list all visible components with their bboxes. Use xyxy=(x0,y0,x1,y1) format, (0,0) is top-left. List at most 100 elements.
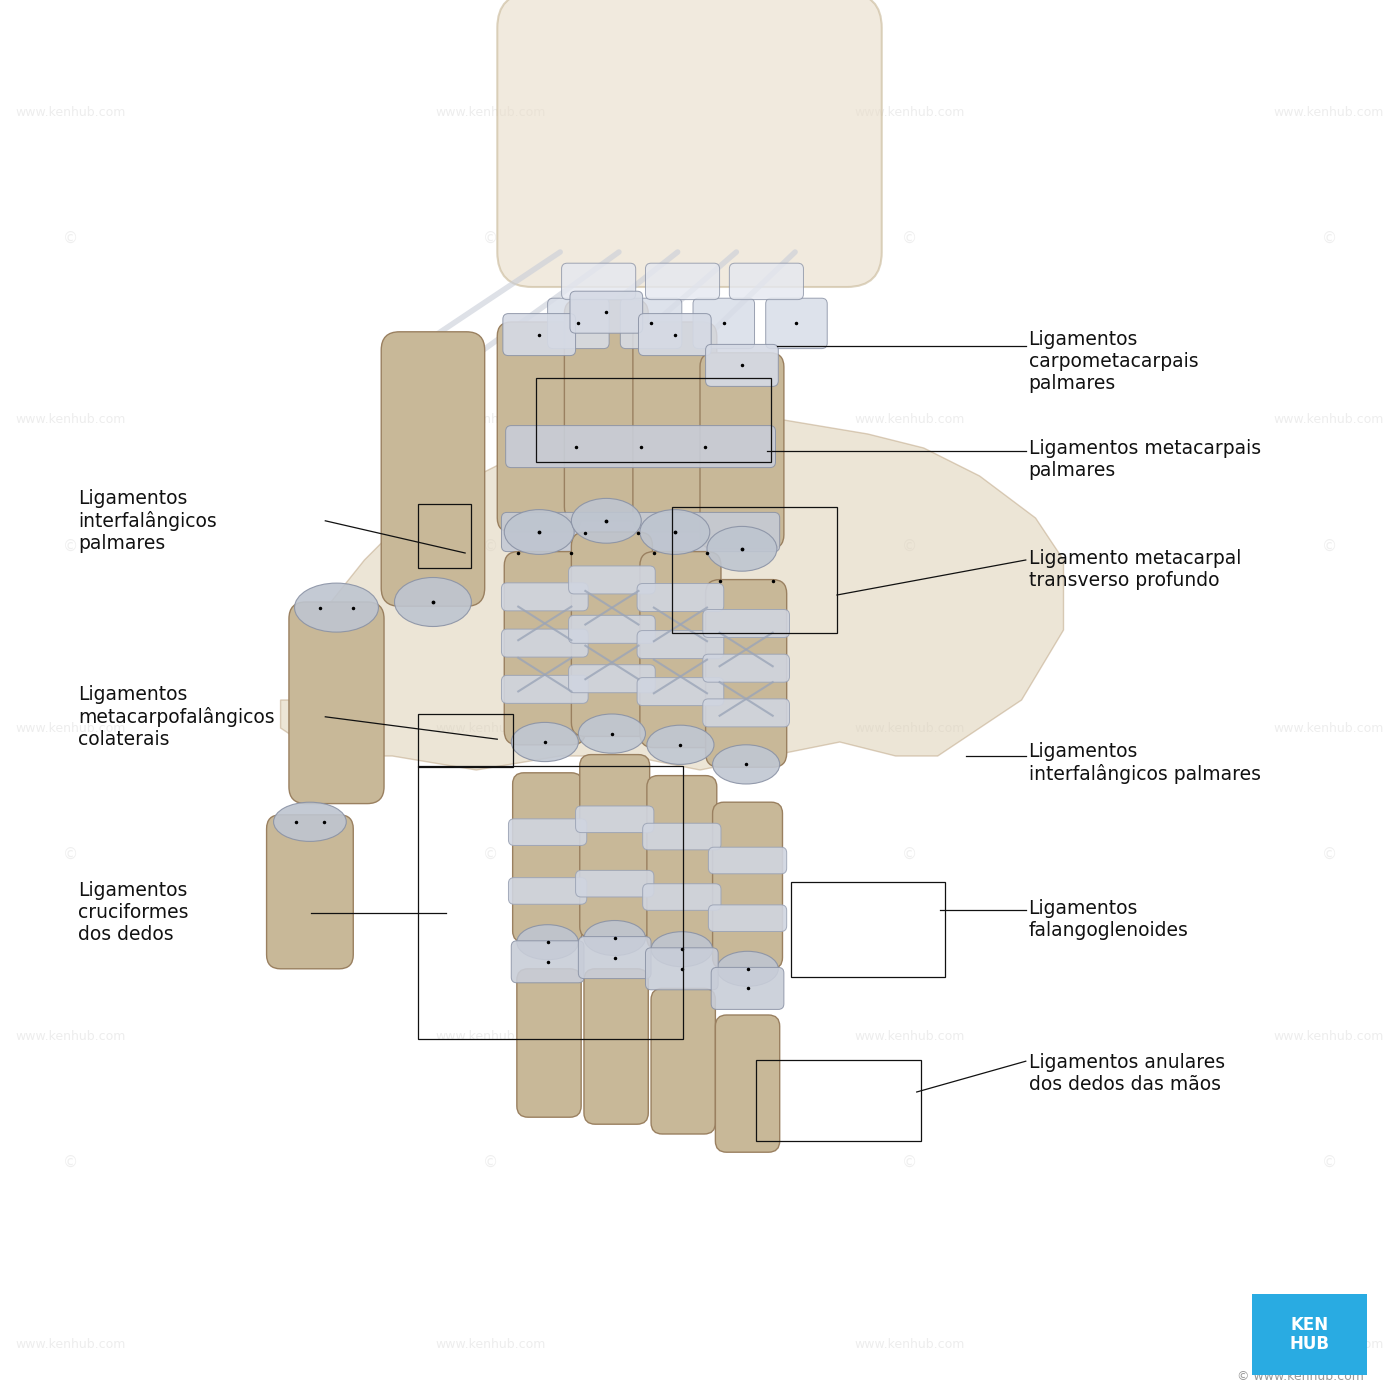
FancyBboxPatch shape xyxy=(647,776,717,949)
FancyBboxPatch shape xyxy=(640,552,721,748)
FancyBboxPatch shape xyxy=(643,823,721,850)
FancyBboxPatch shape xyxy=(715,1015,780,1152)
Ellipse shape xyxy=(511,722,578,762)
FancyBboxPatch shape xyxy=(633,322,717,532)
FancyBboxPatch shape xyxy=(584,969,648,1124)
Text: www.kenhub.com: www.kenhub.com xyxy=(1274,105,1385,119)
FancyBboxPatch shape xyxy=(637,678,724,706)
FancyBboxPatch shape xyxy=(501,675,588,703)
Text: ©: © xyxy=(483,539,498,553)
FancyBboxPatch shape xyxy=(288,602,384,804)
Ellipse shape xyxy=(707,526,777,571)
Text: www.kenhub.com: www.kenhub.com xyxy=(15,105,126,119)
Text: ©: © xyxy=(63,539,78,553)
Text: www.kenhub.com: www.kenhub.com xyxy=(854,413,965,427)
Bar xyxy=(417,766,683,1039)
Bar xyxy=(417,714,512,767)
FancyBboxPatch shape xyxy=(266,815,353,969)
FancyBboxPatch shape xyxy=(645,948,718,990)
FancyBboxPatch shape xyxy=(578,937,651,979)
Text: Ligamento metacarpal
transverso profundo: Ligamento metacarpal transverso profundo xyxy=(1029,549,1240,591)
Ellipse shape xyxy=(504,510,574,554)
FancyBboxPatch shape xyxy=(501,582,588,610)
Bar xyxy=(756,1060,921,1141)
FancyBboxPatch shape xyxy=(706,344,778,386)
FancyBboxPatch shape xyxy=(708,847,787,874)
FancyBboxPatch shape xyxy=(706,580,787,767)
Text: © www.kenhub.com: © www.kenhub.com xyxy=(1238,1371,1364,1383)
Ellipse shape xyxy=(294,582,378,631)
FancyBboxPatch shape xyxy=(497,0,882,287)
Text: Ligamentos anulares
dos dedos das mãos: Ligamentos anulares dos dedos das mãos xyxy=(1029,1053,1225,1095)
FancyBboxPatch shape xyxy=(568,665,655,693)
Text: www.kenhub.com: www.kenhub.com xyxy=(435,1029,546,1043)
Text: www.kenhub.com: www.kenhub.com xyxy=(1274,1337,1385,1351)
FancyBboxPatch shape xyxy=(547,298,609,349)
Text: ©: © xyxy=(483,847,498,861)
Text: www.kenhub.com: www.kenhub.com xyxy=(435,721,546,735)
FancyBboxPatch shape xyxy=(504,552,585,745)
Ellipse shape xyxy=(273,802,346,841)
Ellipse shape xyxy=(713,745,780,784)
Text: ©: © xyxy=(483,1155,498,1169)
Text: ©: © xyxy=(902,1155,917,1169)
Text: www.kenhub.com: www.kenhub.com xyxy=(15,1337,126,1351)
FancyBboxPatch shape xyxy=(497,322,581,532)
FancyBboxPatch shape xyxy=(570,291,643,333)
Text: Ligamentos
carpometacarpais
palmares: Ligamentos carpometacarpais palmares xyxy=(1029,330,1198,393)
FancyBboxPatch shape xyxy=(766,298,827,349)
Text: www.kenhub.com: www.kenhub.com xyxy=(1274,721,1385,735)
Ellipse shape xyxy=(640,510,710,554)
Text: ©: © xyxy=(63,1155,78,1169)
Bar xyxy=(672,507,837,633)
Text: www.kenhub.com: www.kenhub.com xyxy=(854,105,965,119)
Ellipse shape xyxy=(517,924,578,960)
Text: ©: © xyxy=(483,231,498,245)
FancyBboxPatch shape xyxy=(645,263,720,300)
Text: www.kenhub.com: www.kenhub.com xyxy=(854,1337,965,1351)
FancyBboxPatch shape xyxy=(575,806,654,833)
FancyBboxPatch shape xyxy=(1252,1294,1366,1375)
FancyBboxPatch shape xyxy=(643,883,721,910)
Text: www.kenhub.com: www.kenhub.com xyxy=(854,1029,965,1043)
Text: ©: © xyxy=(902,231,917,245)
Text: Ligamentos metacarpais
palmares: Ligamentos metacarpais palmares xyxy=(1029,438,1260,480)
FancyBboxPatch shape xyxy=(508,878,587,904)
Ellipse shape xyxy=(395,578,472,627)
Text: Ligamentos
interfalângicos palmares: Ligamentos interfalângicos palmares xyxy=(1029,742,1260,784)
Text: www.kenhub.com: www.kenhub.com xyxy=(435,1337,546,1351)
FancyBboxPatch shape xyxy=(501,629,588,657)
Bar xyxy=(791,882,945,977)
Text: Ligamentos
cruciformes
dos dedos: Ligamentos cruciformes dos dedos xyxy=(78,882,189,944)
Text: ©: © xyxy=(902,539,917,553)
Text: ©: © xyxy=(1322,847,1337,861)
Text: www.kenhub.com: www.kenhub.com xyxy=(1274,413,1385,427)
FancyBboxPatch shape xyxy=(700,353,784,549)
FancyBboxPatch shape xyxy=(703,654,790,682)
Text: www.kenhub.com: www.kenhub.com xyxy=(15,721,126,735)
Text: KEN
HUB: KEN HUB xyxy=(1289,1316,1330,1352)
FancyBboxPatch shape xyxy=(508,819,587,846)
Text: Ligamentos
metacarpofalângicos
colaterais: Ligamentos metacarpofalângicos colaterai… xyxy=(78,685,274,749)
Ellipse shape xyxy=(578,714,645,753)
FancyBboxPatch shape xyxy=(580,755,650,938)
FancyBboxPatch shape xyxy=(381,332,484,606)
Ellipse shape xyxy=(571,498,641,543)
FancyBboxPatch shape xyxy=(620,298,682,349)
FancyBboxPatch shape xyxy=(568,616,655,644)
Text: ©: © xyxy=(1322,231,1337,245)
Ellipse shape xyxy=(647,725,714,764)
Text: ©: © xyxy=(63,231,78,245)
Text: www.kenhub.com: www.kenhub.com xyxy=(854,721,965,735)
Ellipse shape xyxy=(651,932,713,966)
FancyBboxPatch shape xyxy=(637,630,724,658)
FancyBboxPatch shape xyxy=(501,512,780,552)
FancyBboxPatch shape xyxy=(512,773,582,942)
FancyBboxPatch shape xyxy=(517,969,581,1117)
Ellipse shape xyxy=(717,952,778,986)
Polygon shape xyxy=(280,406,1064,770)
Text: Ligamentos
interfalângicos
palmares: Ligamentos interfalângicos palmares xyxy=(78,489,217,553)
Text: Ligamentos
falangoglenoides: Ligamentos falangoglenoides xyxy=(1029,899,1189,941)
Text: www.kenhub.com: www.kenhub.com xyxy=(435,413,546,427)
Ellipse shape xyxy=(584,921,645,955)
